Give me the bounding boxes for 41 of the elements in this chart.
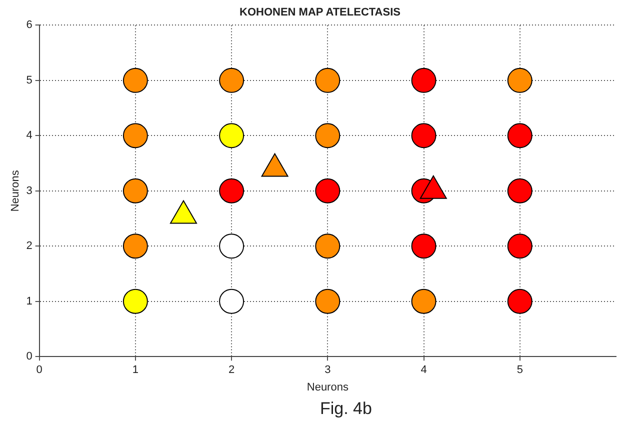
x-tick-label: 1 (132, 364, 138, 376)
x-tick-label: 4 (420, 364, 427, 376)
point (315, 288, 340, 314)
point (315, 234, 340, 259)
y-tick-label: 6 (26, 19, 32, 32)
point (315, 68, 340, 93)
y-tick-label: 5 (26, 74, 32, 86)
y-tick-label: 2 (26, 240, 32, 252)
point (507, 68, 532, 93)
point (122, 234, 148, 259)
y-tick-label: 0 (26, 350, 32, 363)
point (411, 234, 436, 259)
point (122, 68, 148, 93)
point (411, 288, 436, 314)
point (507, 234, 532, 259)
point (122, 288, 148, 314)
caption: Fig. 4b (319, 399, 373, 419)
chart-title: KOHONEN MAP ATELECTASIS (240, 6, 400, 19)
point (219, 288, 244, 314)
x-axis-title: Neurons (306, 381, 349, 394)
x-tick-label: 0 (36, 364, 42, 376)
point (507, 288, 532, 314)
point (507, 178, 532, 204)
x-tick-label: 2 (228, 364, 235, 376)
point (219, 178, 244, 204)
point (122, 123, 148, 148)
y-tick-label: 4 (26, 130, 32, 142)
x-tick-label: 5 (516, 364, 523, 376)
y-axis-title: Neurons (10, 170, 22, 212)
y-tick-label: 1 (26, 295, 32, 308)
point (219, 123, 244, 148)
point (122, 178, 148, 204)
point (219, 68, 244, 93)
y-tick-label: 3 (26, 184, 32, 197)
point (507, 123, 532, 148)
point (315, 178, 340, 204)
point (219, 234, 244, 259)
x-tick-label: 3 (324, 364, 331, 376)
point (315, 123, 340, 148)
point (411, 68, 436, 93)
point (411, 123, 436, 148)
